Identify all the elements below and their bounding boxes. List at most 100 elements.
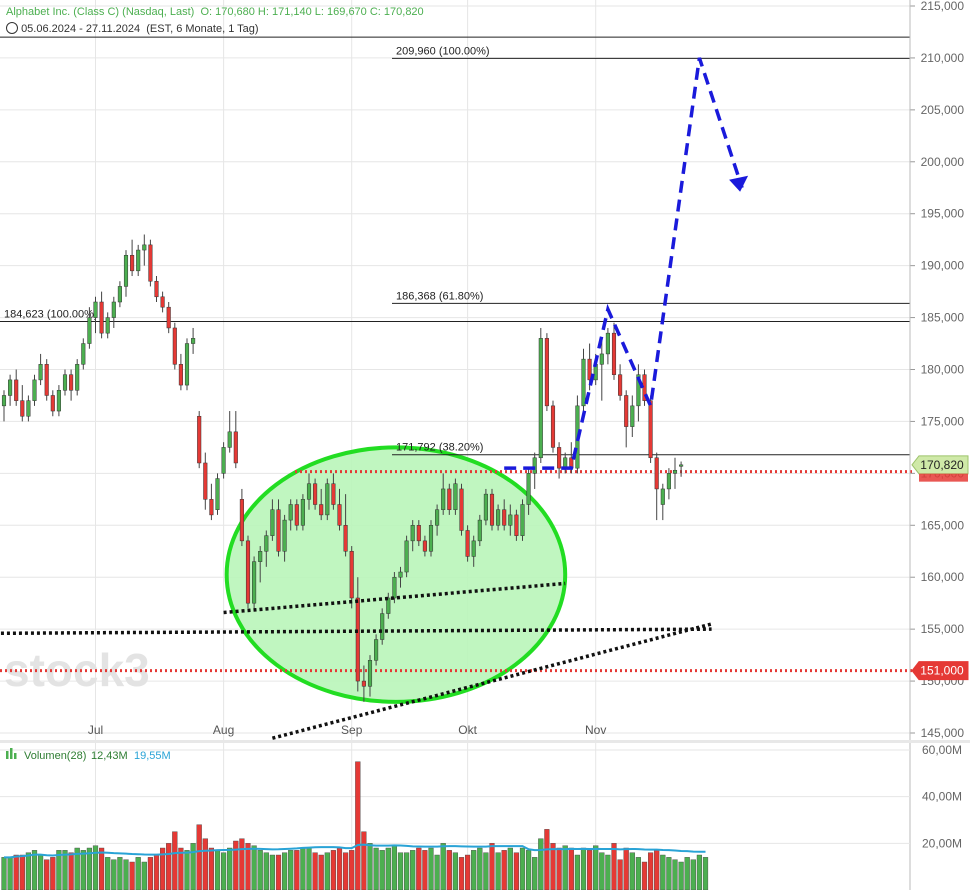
volume-bar: [605, 854, 611, 891]
candle-body: [605, 332, 610, 355]
candle-body: [227, 431, 232, 448]
volume-bar: [446, 850, 452, 891]
candle-body: [361, 680, 366, 687]
volume-tick-label: 20,00M: [922, 836, 962, 850]
candle-body: [215, 478, 220, 510]
volume-bar: [635, 857, 642, 891]
volume-bar: [410, 850, 416, 891]
candle-body: [514, 514, 519, 536]
volume-bar: [660, 854, 666, 891]
volume-bar: [574, 854, 581, 891]
volume-bar: [477, 847, 483, 891]
candle-body: [538, 338, 543, 459]
candle-body: [8, 379, 13, 396]
month-label: Nov: [585, 723, 606, 737]
candle-body: [245, 540, 251, 604]
candle-body: [581, 358, 586, 407]
candle-body: [508, 514, 513, 526]
volume-bar: [166, 843, 172, 891]
horizontal-levels: 209,960 (100.00%) 186,368 (61.80%) 184,623…: [0, 36, 912, 673]
volume-tick-label: 40,00M: [922, 790, 962, 804]
volume-bar: [416, 847, 422, 891]
candle-body: [172, 327, 177, 365]
candle-body: [69, 374, 74, 391]
volume-bar: [62, 850, 68, 891]
volume-bar: [623, 847, 629, 891]
candle-body: [14, 379, 19, 401]
price-tick-label: 165,000: [921, 518, 965, 532]
candle-body: [44, 364, 49, 396]
candle-body: [32, 379, 37, 401]
candle-body: [483, 493, 488, 521]
candle-body: [672, 469, 678, 474]
candle-body: [520, 504, 525, 536]
candle-body: [154, 280, 159, 298]
candle-body: [221, 447, 226, 474]
price-tick-label: 200,000: [921, 155, 965, 169]
volume-bar: [452, 852, 459, 891]
candle-body: [386, 597, 391, 614]
volume-bar: [153, 854, 160, 891]
volume-bar: [324, 852, 330, 891]
candle-body: [75, 364, 80, 391]
candle-body: [56, 390, 61, 412]
candle-body: [178, 364, 183, 386]
volume-bar: [617, 859, 623, 891]
volume-bar: [178, 847, 184, 891]
candle-body: [398, 571, 403, 578]
candle-body: [319, 504, 324, 516]
volume-bar: [373, 847, 379, 891]
volume-bar: [562, 845, 568, 891]
candle-body: [38, 364, 43, 381]
candle-body: [587, 358, 592, 381]
candle-body: [550, 405, 556, 448]
volume-bar: [611, 843, 617, 891]
volume-bar: [538, 838, 544, 891]
volume-bar: [288, 850, 294, 891]
volume-bar: [343, 852, 349, 891]
volume-bar: [428, 847, 434, 891]
candle-body: [184, 343, 190, 386]
volume-bar: [306, 847, 312, 891]
volume-title: Volumen(28): [24, 750, 86, 762]
candle-body: [203, 462, 208, 500]
volume-value: 12,43M: [91, 750, 128, 762]
volume-bar: [422, 850, 428, 891]
volume-bar: [38, 854, 44, 891]
date-range: 05.06.2024 - 27.11.2024: [21, 23, 141, 35]
candle-body: [343, 525, 348, 552]
volume-bar: [489, 843, 495, 891]
candle-body: [355, 597, 360, 682]
candle-body: [1, 395, 7, 407]
projection-path: [504, 57, 749, 470]
candle-body: [422, 540, 427, 552]
candle-body: [367, 660, 373, 687]
volume-bar: [702, 857, 709, 891]
volume-bar: [147, 857, 154, 891]
volume-bar: [111, 859, 117, 891]
volume-bar: [7, 857, 13, 891]
candle-body: [197, 415, 202, 464]
volume-bar: [568, 847, 574, 891]
volume-bar: [501, 850, 507, 891]
volume-bar: [397, 852, 404, 891]
volume-bar: [214, 850, 221, 891]
volume-panel: 20,00M 40,00M 60,00M Volumen(28) 12,43M 19,55…: [0, 743, 962, 891]
volume-bar: [257, 850, 263, 891]
volume-bar: [220, 852, 227, 891]
volume-bar: [349, 850, 355, 891]
month-label: Jul: [88, 723, 103, 737]
volume-bar: [513, 852, 520, 891]
candle-body: [264, 535, 269, 552]
level-label: 171,792 (38.20%): [396, 442, 483, 454]
volume-bar: [25, 852, 32, 891]
price-tick-label: 215,000: [921, 0, 965, 13]
candle-body: [258, 551, 263, 562]
volume-bar: [404, 852, 410, 891]
volume-bar: [544, 829, 550, 891]
month-label: Sep: [341, 723, 363, 737]
volume-bar: [129, 861, 135, 891]
